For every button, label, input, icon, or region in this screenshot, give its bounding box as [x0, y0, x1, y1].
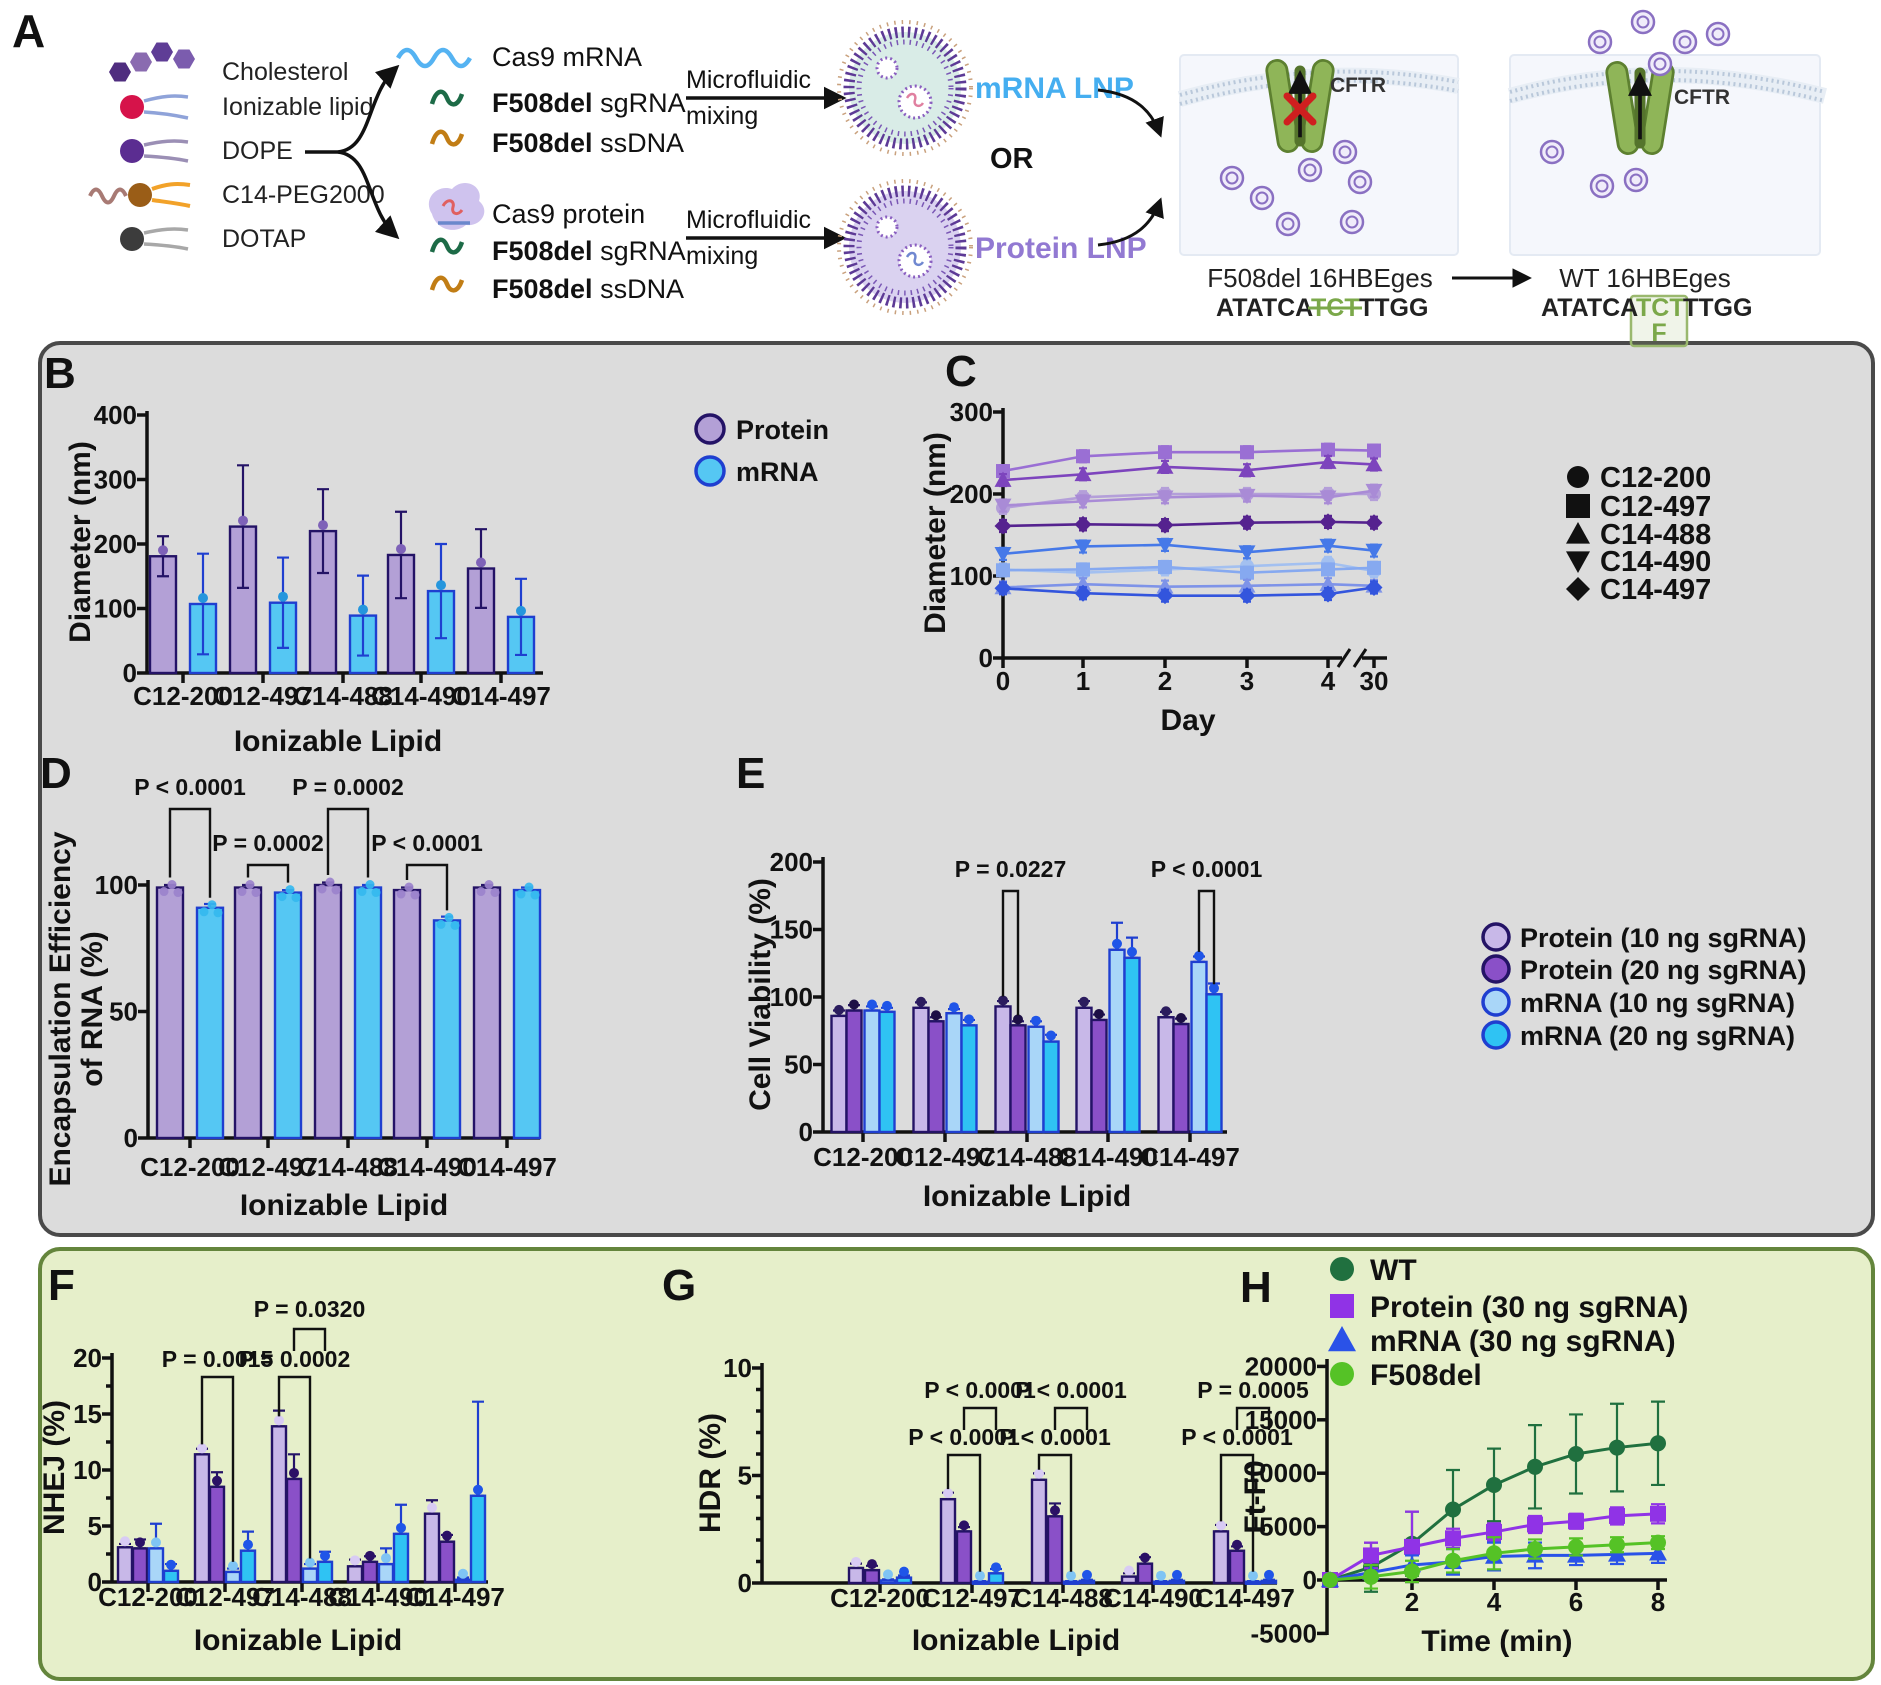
cholesterol-icon: [109, 42, 195, 82]
dope-icon: [120, 139, 189, 163]
c14-peg2000-icon: [88, 182, 191, 208]
mrna-lnp-icon: [837, 20, 973, 156]
panel-b-label: B: [44, 349, 76, 398]
cftr-channel-wt-icon: [1605, 61, 1674, 155]
f508del-seq-suffix: TTGG: [1359, 294, 1428, 322]
wt-cell-title: WT 16HBEges: [1559, 263, 1730, 293]
panel-h-label: H: [1240, 1263, 1272, 1312]
membrane-icon: [1509, 69, 1826, 94]
panel-a-label: A: [12, 5, 46, 57]
mixing-label-top: mixing: [686, 102, 758, 130]
sgrna-label: F508del sgRNA: [492, 88, 686, 118]
cas9-mrna-icon: [396, 47, 472, 69]
or-label: OR: [990, 143, 1034, 175]
cftr-label: CFTR: [1330, 74, 1386, 97]
ssdna-icon: [429, 275, 465, 293]
wt-seq-inserted: TCT: [1636, 294, 1685, 322]
cftr-label: CFTR: [1674, 86, 1730, 109]
sgrna-label: F508del sgRNA: [492, 236, 686, 266]
panel-group-fgh: [38, 1247, 1875, 1681]
f508del-seq-deleted: TCT: [1311, 294, 1360, 322]
membrane-icon: [1179, 69, 1459, 97]
wt-seq-suffix: TTGG: [1683, 294, 1752, 322]
c14-peg2000-label: C14-PEG2000: [222, 181, 385, 209]
ion-icon: [1219, 165, 1245, 191]
ssdna-icon: [429, 129, 465, 147]
f508del-cell-title: F508del 16HBEges: [1207, 263, 1432, 293]
cas9-protein-icon: [428, 182, 485, 230]
ssdna-label: F508del ssDNA: [492, 274, 684, 304]
panel-f-label: F: [48, 1261, 75, 1310]
cftr-channel-mutant-icon: [1265, 59, 1334, 153]
f508del-cell: CFTR: [1177, 54, 1460, 256]
cas9-protein-label: Cas9 protein: [492, 199, 645, 229]
sgrna-icon: [429, 237, 465, 255]
panel-g-label: G: [662, 1261, 697, 1310]
microfluidic-label-bottom: Microfluidic: [686, 206, 811, 234]
dotap-icon: [120, 227, 189, 251]
panel-group-bcde: [38, 341, 1875, 1237]
dotap-label: DOTAP: [222, 225, 306, 253]
wt-cell: CFTR: [1507, 9, 1827, 256]
delivery-arrows: [1097, 88, 1164, 247]
dope-label: DOPE: [222, 137, 293, 165]
cas9-mrna-label: Cas9 mRNA: [492, 42, 642, 72]
branch-arrows: [305, 64, 400, 240]
ion-icon: [1587, 29, 1613, 55]
protein-lnp-icon: [837, 179, 973, 315]
inserted-codon-box: [1629, 294, 1689, 348]
blocked-x-icon: [1283, 92, 1317, 126]
ssdna-label: F508del ssDNA: [492, 128, 684, 158]
panel-d-label: D: [40, 749, 72, 798]
wt-seq-prefix: ATATCA: [1541, 294, 1638, 322]
microfluidic-label-top: Microfluidic: [686, 66, 811, 94]
panel-a-illustration: Cholesterol Ionizable lipid DOPE C14-PEG…: [88, 9, 1827, 348]
cholesterol-label: Cholesterol: [222, 58, 348, 86]
sgrna-icon: [429, 89, 465, 107]
panel-e-label: E: [736, 749, 766, 798]
mrna-lnp-label: mRNA LNP: [975, 72, 1134, 105]
ionizable-lipid-icon: [120, 94, 189, 120]
mixing-label-bottom: mixing: [686, 242, 758, 270]
protein-lnp-label: Protein LNP: [975, 232, 1147, 265]
ionizable-lipid-label: Ionizable lipid: [222, 93, 374, 121]
panel-c-label: C: [945, 347, 977, 396]
f508del-seq-prefix: ATATCA: [1216, 294, 1313, 322]
